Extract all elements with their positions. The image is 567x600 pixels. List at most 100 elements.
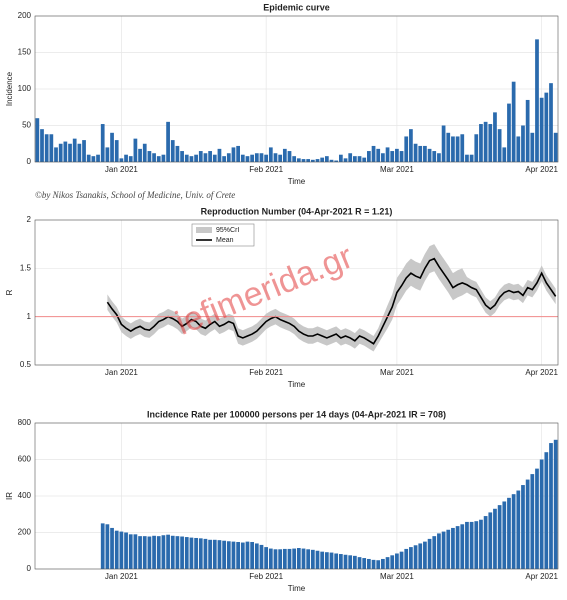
bar bbox=[194, 537, 198, 569]
bar bbox=[110, 527, 114, 569]
bar bbox=[535, 39, 539, 162]
y-tick-label: 1 bbox=[27, 312, 32, 321]
x-tick-label: Mar 2021 bbox=[380, 368, 414, 377]
bar bbox=[110, 132, 114, 162]
bar bbox=[437, 153, 441, 162]
bar bbox=[367, 151, 371, 162]
bar bbox=[427, 538, 432, 569]
bar bbox=[166, 121, 170, 162]
y-axis-label: IR bbox=[5, 492, 14, 500]
bar bbox=[399, 551, 404, 569]
bar bbox=[282, 548, 287, 569]
bar bbox=[184, 537, 189, 569]
bar bbox=[483, 516, 488, 569]
bar bbox=[296, 548, 301, 569]
bar bbox=[138, 148, 142, 162]
bar bbox=[77, 143, 82, 162]
bar bbox=[91, 156, 96, 162]
bar bbox=[324, 156, 329, 162]
bar bbox=[180, 151, 184, 162]
mean-line bbox=[106, 257, 557, 345]
bar bbox=[254, 543, 259, 569]
x-tick-label: Apr 2021 bbox=[525, 572, 558, 581]
bar bbox=[259, 544, 264, 569]
bar bbox=[114, 140, 119, 162]
bar bbox=[170, 140, 175, 162]
bar bbox=[423, 145, 427, 162]
bar bbox=[273, 549, 278, 569]
bar bbox=[479, 519, 483, 569]
bar bbox=[217, 148, 222, 162]
bar bbox=[502, 501, 507, 569]
bar bbox=[49, 134, 54, 162]
bar bbox=[170, 535, 175, 569]
bar bbox=[441, 125, 446, 162]
bar bbox=[278, 154, 283, 162]
bar bbox=[63, 141, 68, 162]
bar bbox=[180, 536, 184, 569]
bar bbox=[535, 468, 539, 569]
bar bbox=[86, 154, 91, 162]
bar bbox=[264, 547, 269, 569]
bar bbox=[310, 549, 315, 569]
bar bbox=[306, 549, 311, 569]
chart-title: Incidence Rate per 100000 persons per 14… bbox=[147, 409, 446, 419]
bar bbox=[381, 153, 385, 162]
y-tick-label: 100 bbox=[18, 84, 32, 93]
bar bbox=[409, 129, 413, 162]
x-tick-label: Jan 2021 bbox=[105, 368, 138, 377]
bar bbox=[236, 541, 240, 569]
bar bbox=[446, 132, 451, 162]
x-tick-label: Mar 2021 bbox=[380, 165, 414, 174]
bar bbox=[212, 539, 217, 569]
bar bbox=[166, 534, 170, 569]
bar bbox=[119, 158, 124, 162]
bar bbox=[222, 156, 226, 162]
bar bbox=[493, 508, 497, 569]
bar bbox=[549, 83, 553, 162]
bar bbox=[133, 138, 138, 162]
bar bbox=[128, 534, 133, 569]
bar bbox=[437, 533, 441, 569]
y-tick-label: 600 bbox=[18, 455, 32, 464]
bar bbox=[469, 154, 474, 162]
bar bbox=[507, 497, 511, 569]
legend-swatch bbox=[196, 227, 212, 233]
bar bbox=[385, 147, 390, 162]
bar bbox=[334, 553, 339, 569]
bar bbox=[222, 540, 226, 569]
bar bbox=[404, 548, 409, 569]
bar bbox=[343, 554, 348, 569]
bar bbox=[226, 153, 231, 162]
bar bbox=[511, 494, 516, 569]
bar bbox=[44, 134, 49, 162]
bar bbox=[231, 147, 236, 162]
bar bbox=[100, 523, 105, 569]
x-tick-label: Feb 2021 bbox=[249, 165, 283, 174]
bar bbox=[371, 145, 376, 162]
bar bbox=[530, 474, 535, 569]
bar bbox=[240, 154, 245, 162]
bar bbox=[226, 541, 231, 569]
x-tick-label: Mar 2021 bbox=[380, 572, 414, 581]
bar bbox=[273, 153, 278, 162]
bar bbox=[362, 558, 367, 569]
bar bbox=[124, 154, 128, 162]
bar bbox=[502, 147, 507, 162]
bar bbox=[334, 160, 339, 162]
bar bbox=[133, 534, 138, 569]
bar bbox=[217, 540, 222, 569]
bar bbox=[175, 145, 180, 162]
bar bbox=[521, 125, 525, 162]
bar bbox=[119, 531, 124, 569]
bar bbox=[493, 112, 497, 162]
bar bbox=[348, 555, 353, 569]
bar bbox=[497, 505, 502, 569]
bar bbox=[362, 157, 367, 162]
bar bbox=[72, 138, 77, 162]
bar bbox=[156, 156, 161, 162]
bar bbox=[376, 560, 381, 569]
bar bbox=[455, 136, 460, 162]
bar bbox=[381, 558, 385, 569]
bar bbox=[465, 154, 469, 162]
